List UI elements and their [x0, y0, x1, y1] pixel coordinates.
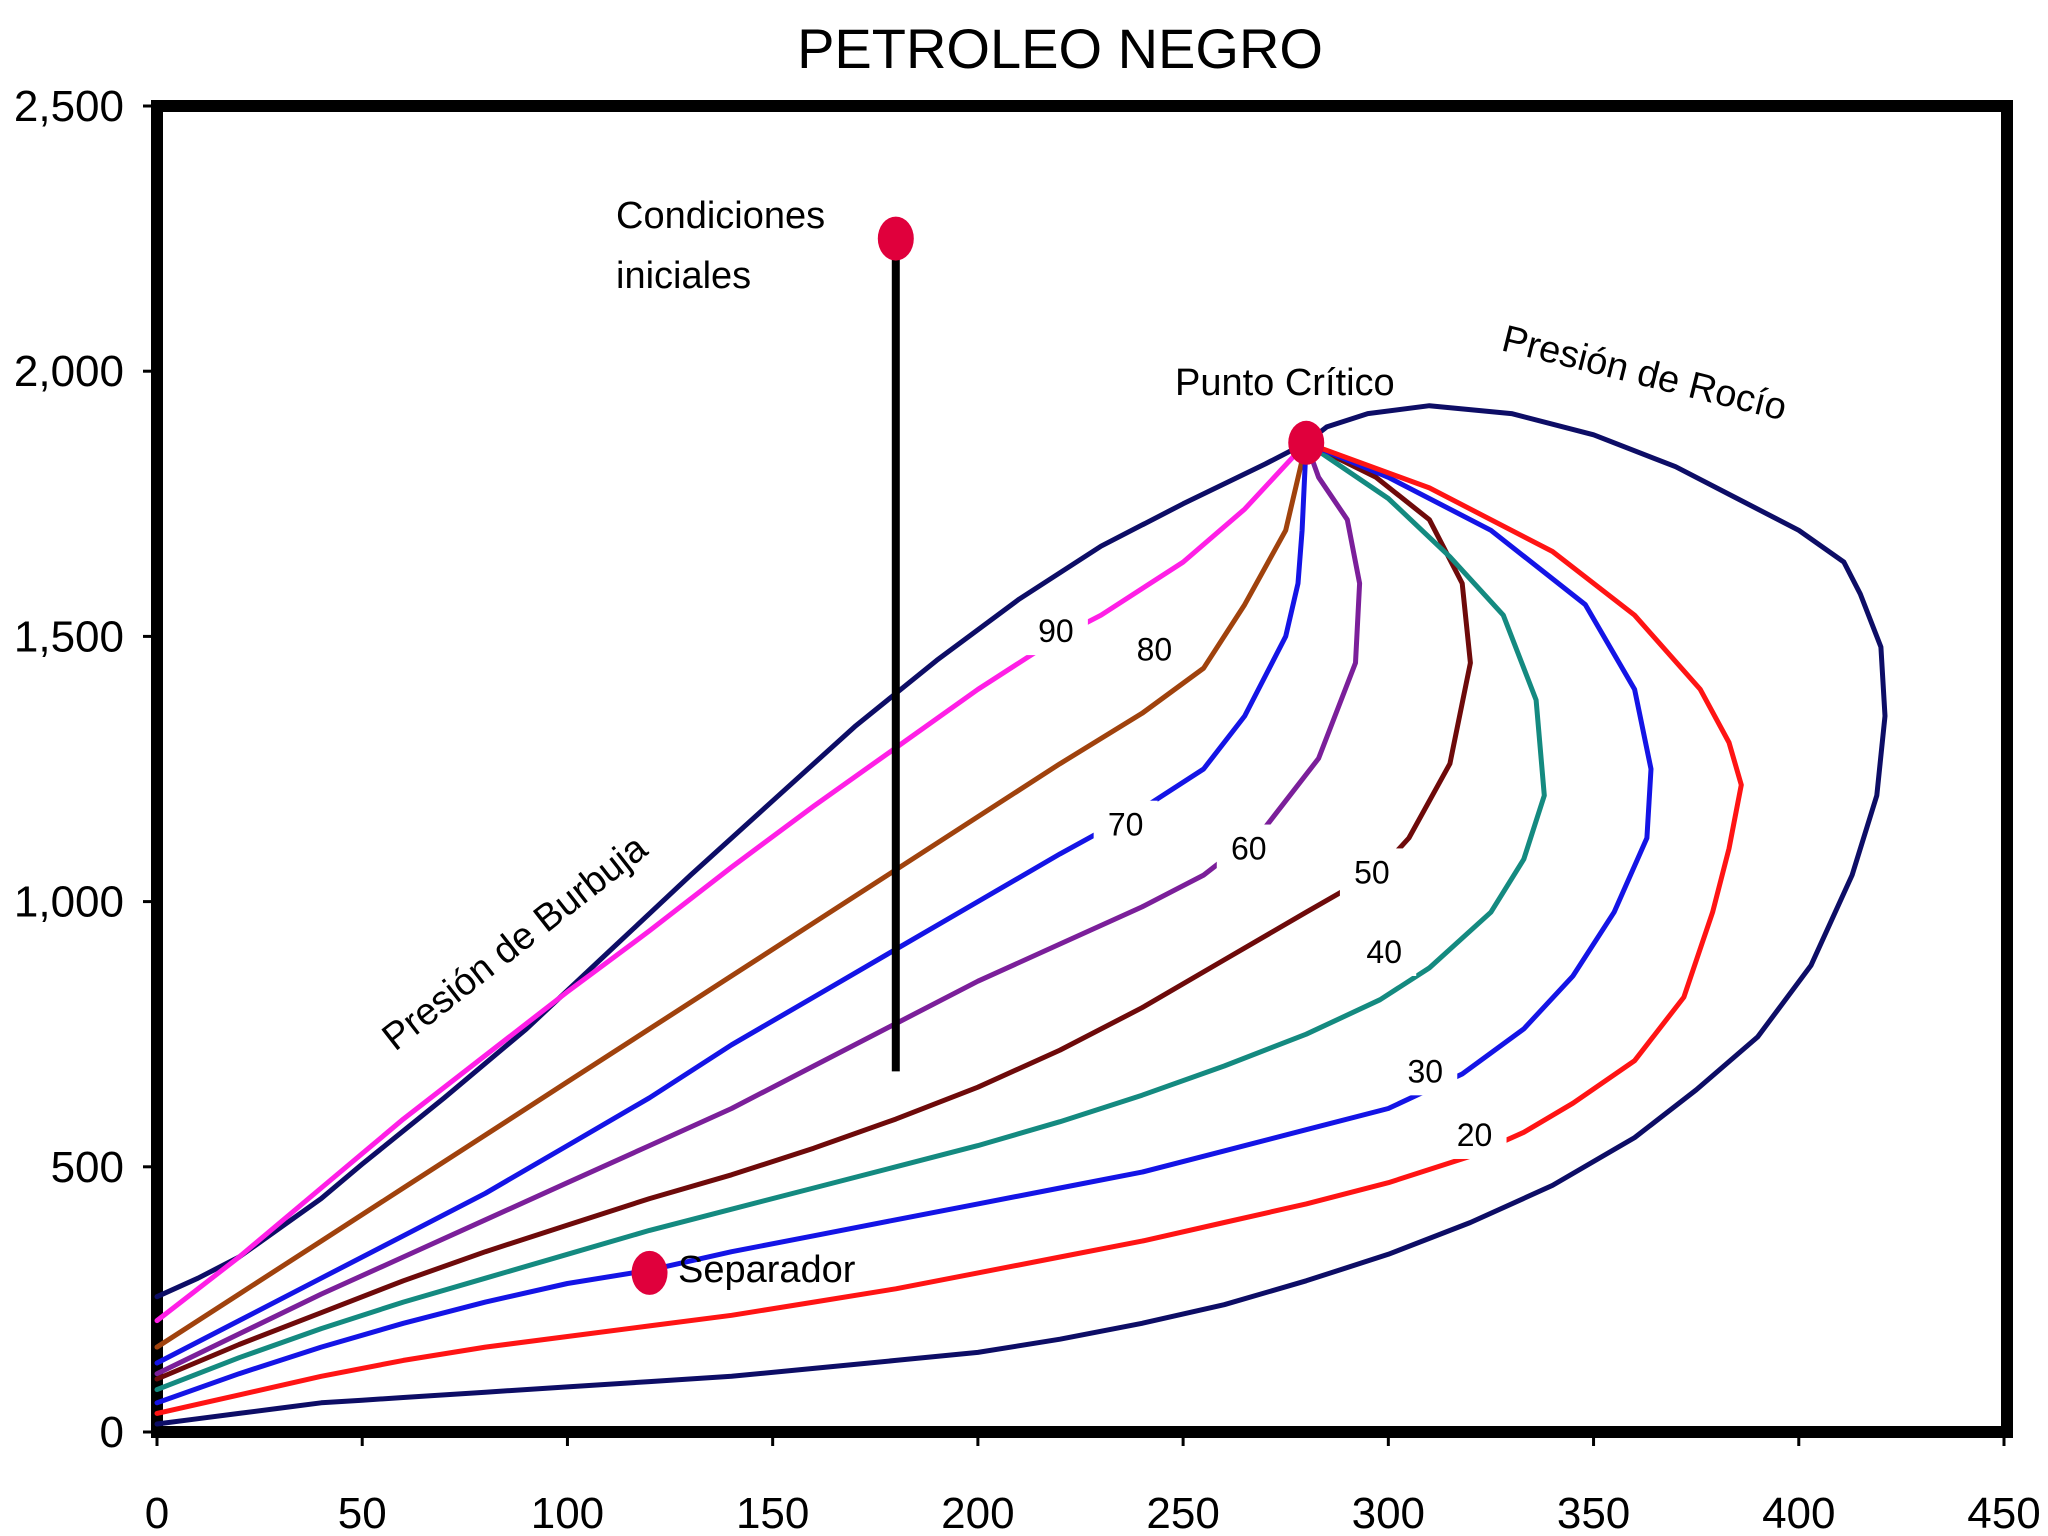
isoline-label-90: 90 [1038, 613, 1074, 649]
x-tick-label: 0 [145, 1489, 169, 1536]
isoline-label-bg-60 [1216, 824, 1281, 873]
isoline-label-50: 50 [1354, 854, 1390, 890]
x-tick-label: 250 [1146, 1489, 1219, 1536]
isoline-label-bg-70 [1093, 800, 1158, 849]
punto-critico-label: Punto Crítico [1175, 362, 1395, 404]
y-tick-label: 2,500 [14, 82, 124, 131]
x-axis-ticks: 0 50 100 150 200 250 300 350 400 450 [145, 1432, 2041, 1536]
x-tick-label: 50 [338, 1489, 387, 1536]
isoline-70 [154, 440, 1309, 1366]
x-tick-label: 400 [1762, 1489, 1835, 1536]
isoline-90 [154, 440, 1309, 1324]
x-tick-label: 100 [531, 1489, 604, 1536]
isoline-label-40: 40 [1366, 934, 1402, 970]
separador-label: Separador [678, 1249, 856, 1291]
x-tick-label: 150 [736, 1489, 809, 1536]
y-tick-label: 1,500 [14, 612, 124, 661]
isoline-20 [154, 440, 1744, 1416]
condiciones-label-line1: Condiciones [616, 195, 825, 237]
separador-marker [631, 1250, 668, 1295]
x-tick-label: 300 [1352, 1489, 1425, 1536]
y-tick-label: 0 [100, 1408, 124, 1457]
phase-envelope-curve [154, 403, 1888, 1427]
isoline-label-20: 20 [1457, 1117, 1493, 1153]
chart-title: PETROLEO NEGRO [797, 17, 1323, 80]
x-tick-label: 450 [1967, 1489, 2040, 1536]
isoline-label-bg-40 [1352, 927, 1417, 976]
isoline-labels-group: 90 80 70 60 50 40 30 20 [1023, 607, 1507, 1159]
isoline-label-80: 80 [1137, 632, 1173, 668]
isoline-30 [154, 440, 1654, 1406]
y-tick-label: 1,000 [14, 878, 124, 927]
y-tick-label: 2,000 [14, 347, 124, 396]
markers-group [631, 216, 1325, 1295]
isoline-40 [154, 440, 1547, 1393]
isoline-label-bg-80 [1122, 625, 1187, 674]
isoline-label-bg-30 [1393, 1047, 1458, 1096]
condiciones-label-line2: iniciales [616, 255, 751, 297]
isoline-50 [154, 440, 1473, 1382]
presion-burbuja-label: Presión de Burbuja [375, 826, 656, 1059]
x-tick-label: 350 [1557, 1489, 1630, 1536]
curves-group [154, 403, 1888, 1427]
isoline-label-70: 70 [1108, 807, 1144, 843]
isoline-label-bg-20 [1442, 1110, 1507, 1159]
isoline-60 [154, 440, 1363, 1377]
y-axis-ticks: 0 500 1,000 1,500 2,000 2,500 [14, 82, 157, 1457]
condiciones-iniciales-marker [877, 216, 914, 261]
y-tick-label: 500 [51, 1143, 124, 1192]
plot-area-frame [151, 100, 2013, 1438]
isoline-label-bg-50 [1339, 848, 1404, 897]
isoline-label-30: 30 [1407, 1053, 1443, 1089]
x-tick-label: 200 [941, 1489, 1014, 1536]
presion-rocio-label: Presión de Rocío [1498, 318, 1791, 429]
isoline-label-bg-90 [1023, 607, 1088, 656]
isoline-80 [154, 440, 1309, 1350]
punto-critico-marker [1288, 420, 1325, 465]
isoline-label-60: 60 [1231, 831, 1267, 867]
